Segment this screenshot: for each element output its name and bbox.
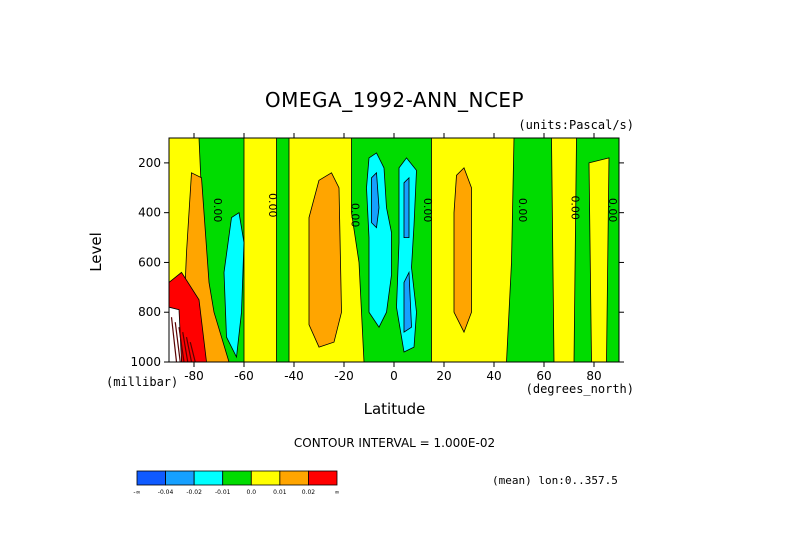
contour-region-cyan bbox=[223, 212, 245, 359]
contour-region-orange bbox=[308, 172, 342, 348]
colorbar-label: 0.02 bbox=[302, 489, 316, 496]
x-tick-label: -80 bbox=[184, 369, 204, 383]
contour-line bbox=[174, 322, 181, 363]
units-label: (units:Pascal/s) bbox=[518, 118, 634, 132]
y-tick-label: 1000 bbox=[130, 355, 161, 369]
contour-label: 0.00 bbox=[606, 198, 619, 223]
axis-ticks: -80 -60 -40 -20 0 20 40 60 80 200 400 600 800 1000 bbox=[130, 133, 624, 383]
colorbar-swatch bbox=[308, 470, 338, 486]
x-axis-label: Latitude bbox=[363, 400, 426, 418]
y-axis-unit: (millibar) bbox=[106, 375, 179, 389]
y-tick-label: 800 bbox=[138, 305, 161, 319]
colorbar-label: -0.02 bbox=[186, 489, 202, 496]
x-tick-label: -40 bbox=[284, 369, 304, 383]
contour-label: 0.00 bbox=[569, 195, 582, 220]
contour-fills bbox=[168, 137, 619, 363]
y-tick-label: 400 bbox=[138, 206, 161, 220]
x-tick-label: -60 bbox=[234, 369, 254, 383]
colorbar-swatch bbox=[279, 470, 309, 486]
colorbar-swatch bbox=[222, 470, 252, 486]
colorbar-label: 0.0 bbox=[247, 489, 257, 496]
contour-label: 0.00 bbox=[266, 193, 279, 218]
contour-label: 0.00 bbox=[211, 198, 224, 223]
x-tick-label: 60 bbox=[536, 369, 551, 383]
colorbar-swatch bbox=[136, 470, 166, 486]
colorbar: -∞ -0.04 -0.02 -0.01 0.0 0.01 0.02 ∞ bbox=[133, 470, 340, 496]
chart-title: OMEGA_1992-ANN_NCEP bbox=[264, 88, 525, 112]
contour-line bbox=[178, 327, 185, 363]
contour-line bbox=[189, 341, 196, 363]
x-tick-label: 0 bbox=[390, 369, 398, 383]
contour-line bbox=[185, 336, 193, 363]
x-tick-label: 40 bbox=[486, 369, 501, 383]
x-tick-label: 20 bbox=[436, 369, 451, 383]
contour-label: 0.00 bbox=[516, 198, 529, 223]
contour-region-blue-light bbox=[403, 176, 410, 239]
colorbar-label: 0.01 bbox=[273, 489, 287, 496]
contour-region-yellow bbox=[551, 137, 577, 363]
colorbar-swatch bbox=[250, 470, 281, 486]
contour-region-blue-light bbox=[371, 171, 380, 229]
contour-region-blue-light bbox=[403, 270, 412, 333]
colorbar-swatch bbox=[193, 470, 224, 486]
mean-longitude-note: (mean) lon:0..357.5 bbox=[492, 474, 618, 487]
contour-region-orange bbox=[453, 167, 472, 334]
y-tick-label: 600 bbox=[138, 255, 161, 269]
colorbar-label: -0.01 bbox=[215, 489, 231, 496]
y-tick-label: 200 bbox=[138, 156, 161, 170]
contour-label: 0.00 bbox=[349, 203, 362, 228]
contour-interval-text: CONTOUR INTERVAL = 1.000E-02 bbox=[293, 436, 496, 450]
colorbar-swatch bbox=[165, 470, 195, 486]
contour-line bbox=[182, 332, 189, 363]
x-tick-label: -20 bbox=[334, 369, 354, 383]
contour-region-yellow bbox=[431, 137, 515, 363]
contour-labels: 0.00 0.00 0.00 0.00 0.00 0.00 0.00 bbox=[211, 193, 619, 227]
contour-region-yellow bbox=[588, 157, 610, 363]
x-axis-unit: (degrees_north) bbox=[525, 382, 634, 396]
colorbar-label: -∞ bbox=[133, 489, 140, 496]
contour-label: 0.00 bbox=[421, 198, 434, 223]
x-tick-label: 80 bbox=[586, 369, 601, 383]
colorbar-label: -0.04 bbox=[158, 489, 174, 496]
colorbar-label: ∞ bbox=[335, 489, 340, 496]
contour-line bbox=[170, 317, 178, 363]
contour-region-yellow bbox=[243, 137, 277, 363]
contour-region-cyan bbox=[396, 157, 417, 353]
